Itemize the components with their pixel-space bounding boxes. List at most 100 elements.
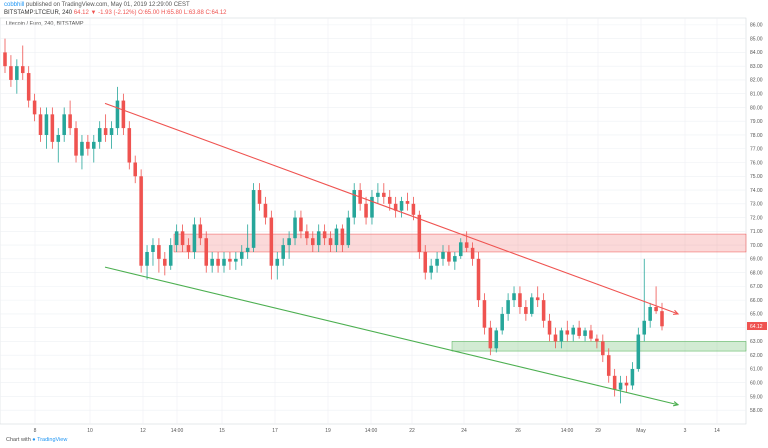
support-zone (451, 341, 747, 352)
candle-body (376, 192, 380, 197)
candle-body (458, 242, 463, 257)
publisher-username[interactable]: cobbhill (4, 2, 25, 8)
candle-body (606, 355, 611, 376)
candle-body (139, 176, 143, 266)
published-text: published on TradingView.com, May 01, 20… (26, 2, 190, 8)
candle-body (157, 245, 161, 259)
candle-body (393, 203, 398, 211)
resistance-trendline-arrow (672, 309, 680, 315)
x-tick-label: 14 (714, 428, 720, 434)
support-trendline (104, 266, 679, 406)
footer-brand[interactable]: TradingView (37, 437, 68, 443)
candle-body (311, 238, 315, 246)
publish-info: cobbhill published on TradingView.com, M… (4, 2, 190, 8)
candle-body (494, 330, 499, 349)
y-tick-label: 74.00 (750, 188, 763, 194)
y-tick-label: 85.00 (750, 36, 763, 42)
candle-body (565, 330, 570, 335)
y-tick-label: 67.00 (750, 284, 763, 290)
candle-body (482, 300, 487, 328)
x-tick-label: 19 (325, 428, 331, 434)
candle-body (26, 73, 31, 101)
candle-body (547, 320, 552, 335)
candle-body (399, 201, 404, 211)
candle-body (56, 134, 61, 142)
candle-body (429, 265, 433, 273)
candle-body (163, 258, 167, 266)
y-tick-label: 73.00 (750, 202, 763, 208)
candle-body (405, 201, 410, 204)
candle-body (299, 217, 303, 232)
candle-body (44, 114, 49, 135)
candle-body (186, 245, 191, 252)
candle-body (340, 228, 345, 246)
candle-body (127, 128, 132, 163)
candle-body (370, 196, 374, 218)
candle-body (488, 327, 493, 349)
candle-body (62, 114, 66, 135)
candle-body (500, 313, 504, 331)
candle-body (15, 66, 19, 80)
y-tick-label: 69.00 (750, 257, 763, 263)
candle-body (168, 245, 173, 266)
candle-body (287, 238, 291, 246)
candle-body (464, 242, 469, 248)
candle-body (9, 66, 13, 80)
candle-body (38, 114, 43, 135)
candle-body (601, 341, 605, 356)
candle-body (245, 247, 250, 252)
x-tick-label: 24 (461, 428, 467, 434)
y-tick-label: 76.00 (750, 160, 763, 166)
symbol-line: BITSTAMP:LTCEUR, 240 (4, 10, 73, 16)
y-tick-label: 65.00 (750, 312, 763, 318)
candle-body (648, 307, 652, 321)
candle-body (74, 128, 78, 156)
y-tick-label: 71.00 (750, 229, 763, 235)
candle-body (441, 251, 445, 259)
x-tick-label: 8 (34, 428, 37, 434)
x-tick-label: 10 (87, 428, 93, 434)
plot-area (0, 17, 747, 425)
resistance-trendline (104, 102, 679, 315)
candle-body (583, 330, 587, 336)
y-tick-label: 77.00 (750, 147, 763, 153)
candle-body (234, 258, 238, 262)
candle-body (115, 100, 120, 129)
candle-body (281, 245, 285, 259)
candle-body (204, 238, 209, 266)
candle-body (476, 258, 481, 301)
y-tick-label: 66.00 (750, 298, 763, 304)
candle-body (352, 190, 356, 218)
footer-credit: Chart with ● TradingView (6, 437, 67, 443)
candle-body (20, 66, 25, 74)
candle-body (322, 231, 327, 239)
candle-body (103, 128, 108, 135)
candle-body (435, 258, 439, 266)
candle-body (506, 300, 510, 314)
candle-body (263, 203, 268, 218)
candle-body (151, 245, 155, 252)
candle-body (559, 330, 564, 342)
x-tick-label: 14:00 (365, 428, 378, 434)
candle-body (80, 141, 84, 156)
x-tick-label: 26 (515, 428, 521, 434)
candle-body (210, 258, 214, 266)
candle-body (612, 375, 617, 390)
y-tick-label: 62.00 (750, 353, 763, 359)
candle-body (387, 196, 392, 204)
candle-body (524, 307, 528, 314)
x-tick-label: 14:00 (171, 428, 184, 434)
candle-body (257, 190, 262, 204)
candle-body (121, 100, 126, 129)
candle-body (642, 320, 647, 335)
x-tick-label: 15 (219, 428, 225, 434)
y-tick-label: 86.00 (750, 23, 763, 29)
candle-body (334, 228, 339, 246)
candle-body (518, 293, 522, 308)
y-tick-label: 80.00 (750, 105, 763, 111)
candle-body (192, 224, 197, 252)
candle-body (630, 368, 635, 386)
y-tick-label: 81.00 (750, 91, 763, 97)
tradingview-logo-icon[interactable]: ● (32, 437, 36, 443)
